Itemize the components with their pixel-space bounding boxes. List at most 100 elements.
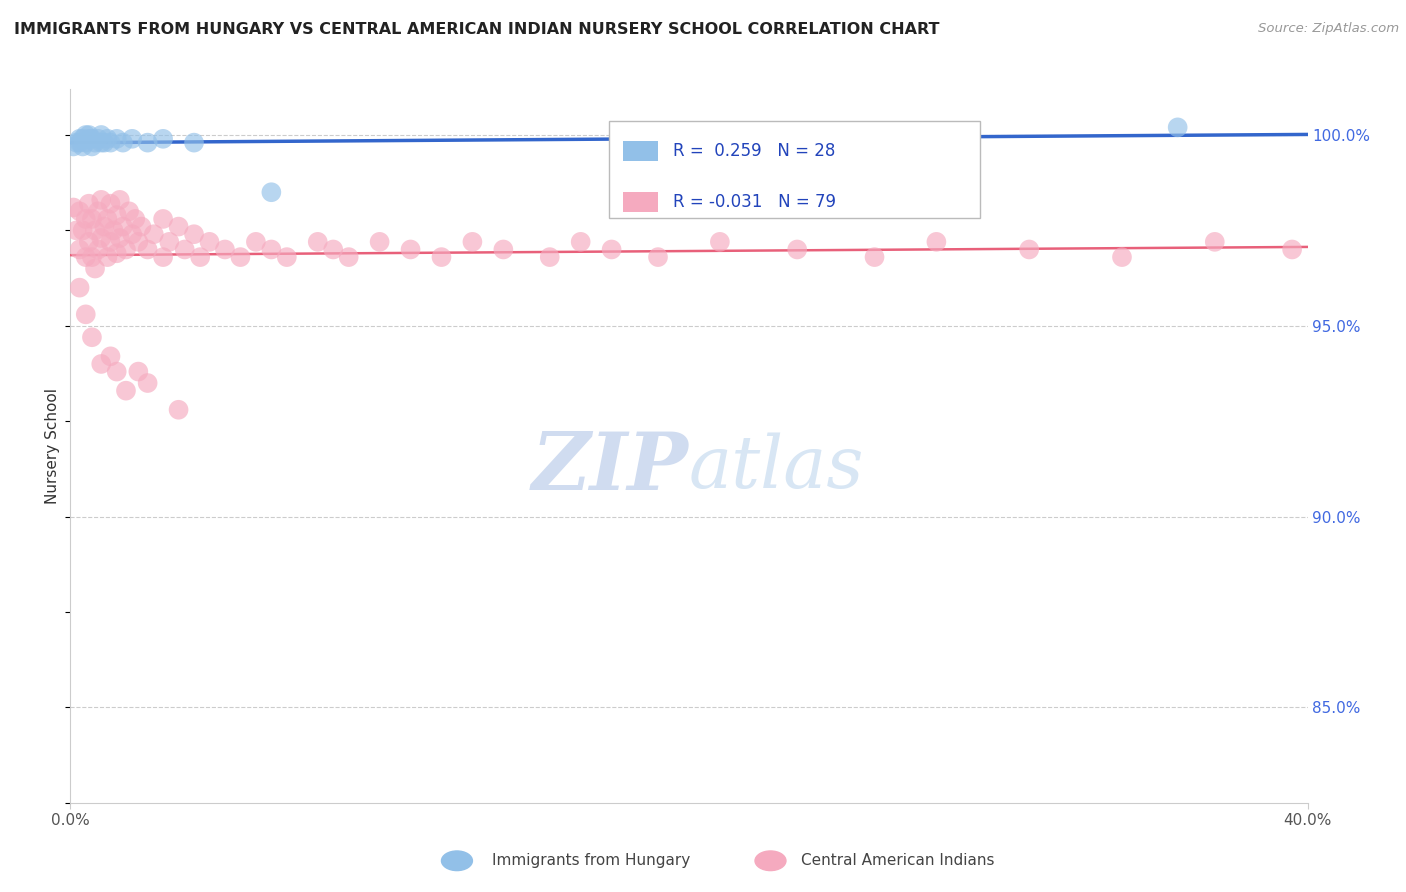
Point (647, 250, 669, 264)
Point (65, 223, 87, 237)
Point (492, 243, 515, 257)
Text: ZIP: ZIP (531, 429, 689, 506)
Point (1204, 235, 1226, 249)
Point (173, 243, 195, 257)
Point (80, 250, 103, 264)
Point (72, 223, 94, 237)
Point (121, 132, 143, 146)
Point (87, 243, 110, 257)
Text: IMMIGRANTS FROM HUNGARY VS CENTRAL AMERICAN INDIAN NURSERY SCHOOL CORRELATION CH: IMMIGRANTS FROM HUNGARY VS CENTRAL AMERI… (14, 22, 939, 37)
Point (108, 231, 131, 245)
Point (84, 136, 107, 150)
Point (1281, 243, 1303, 257)
Point (863, 250, 886, 264)
Text: Immigrants from Hungary: Immigrants from Hungary (492, 854, 690, 868)
Point (1111, 250, 1133, 264)
Point (111, 219, 134, 234)
Point (198, 235, 221, 249)
Point (93, 219, 115, 234)
Point (65, 136, 87, 150)
Point (105, 246, 128, 260)
Point (461, 235, 484, 249)
Point (538, 250, 561, 264)
Point (90, 136, 112, 150)
FancyBboxPatch shape (623, 141, 658, 161)
Point (105, 365, 128, 379)
Point (90, 357, 112, 371)
Point (157, 235, 180, 249)
Point (276, 250, 298, 264)
Text: atlas: atlas (689, 432, 865, 503)
Point (307, 235, 329, 249)
Point (93, 136, 115, 150)
Point (108, 193, 131, 207)
Point (84, 261, 107, 276)
Point (77, 128, 100, 142)
Point (72, 132, 94, 146)
Point (62, 139, 84, 153)
Text: R = -0.031   N = 79: R = -0.031 N = 79 (673, 193, 835, 211)
Y-axis label: Nursery School: Nursery School (45, 388, 60, 504)
Point (69, 204, 91, 219)
Point (100, 235, 122, 249)
Point (115, 384, 138, 398)
Point (368, 235, 391, 249)
Point (75, 128, 97, 142)
Point (69, 132, 91, 146)
Point (127, 235, 149, 249)
Point (87, 204, 110, 219)
Point (152, 132, 174, 146)
Point (245, 235, 267, 249)
Point (152, 211, 174, 226)
Point (77, 235, 100, 249)
Point (75, 307, 97, 321)
Point (72, 139, 94, 153)
Point (100, 196, 122, 211)
FancyBboxPatch shape (609, 121, 980, 218)
Point (709, 235, 731, 249)
Point (80, 211, 103, 226)
Point (188, 250, 211, 264)
Point (786, 243, 808, 257)
Point (136, 136, 159, 150)
Point (127, 365, 149, 379)
Point (62, 201, 84, 215)
Point (631, 132, 654, 146)
Point (69, 136, 91, 150)
Point (399, 243, 422, 257)
Point (100, 136, 122, 150)
Point (136, 243, 159, 257)
Point (167, 219, 190, 234)
Point (77, 132, 100, 146)
Point (925, 235, 948, 249)
Point (214, 243, 236, 257)
Point (260, 243, 283, 257)
Point (103, 223, 125, 237)
Point (80, 330, 103, 344)
Text: Source: ZipAtlas.com: Source: ZipAtlas.com (1258, 22, 1399, 36)
Point (75, 136, 97, 150)
Point (100, 349, 122, 363)
Point (183, 227, 205, 242)
Text: Central American Indians: Central American Indians (801, 854, 995, 868)
Point (183, 136, 205, 150)
Point (260, 186, 283, 200)
Point (96, 132, 118, 146)
Point (96, 250, 118, 264)
Point (90, 231, 112, 245)
Point (69, 243, 91, 257)
Point (600, 243, 623, 257)
Point (84, 223, 107, 237)
Point (1167, 120, 1189, 135)
Point (136, 376, 159, 390)
Point (77, 196, 100, 211)
Point (111, 136, 134, 150)
Point (69, 280, 91, 294)
Point (80, 132, 103, 146)
Point (430, 250, 453, 264)
Text: R =  0.259   N = 28: R = 0.259 N = 28 (673, 143, 835, 161)
Point (229, 250, 252, 264)
Point (121, 227, 143, 242)
Point (167, 402, 190, 417)
Point (80, 139, 103, 153)
